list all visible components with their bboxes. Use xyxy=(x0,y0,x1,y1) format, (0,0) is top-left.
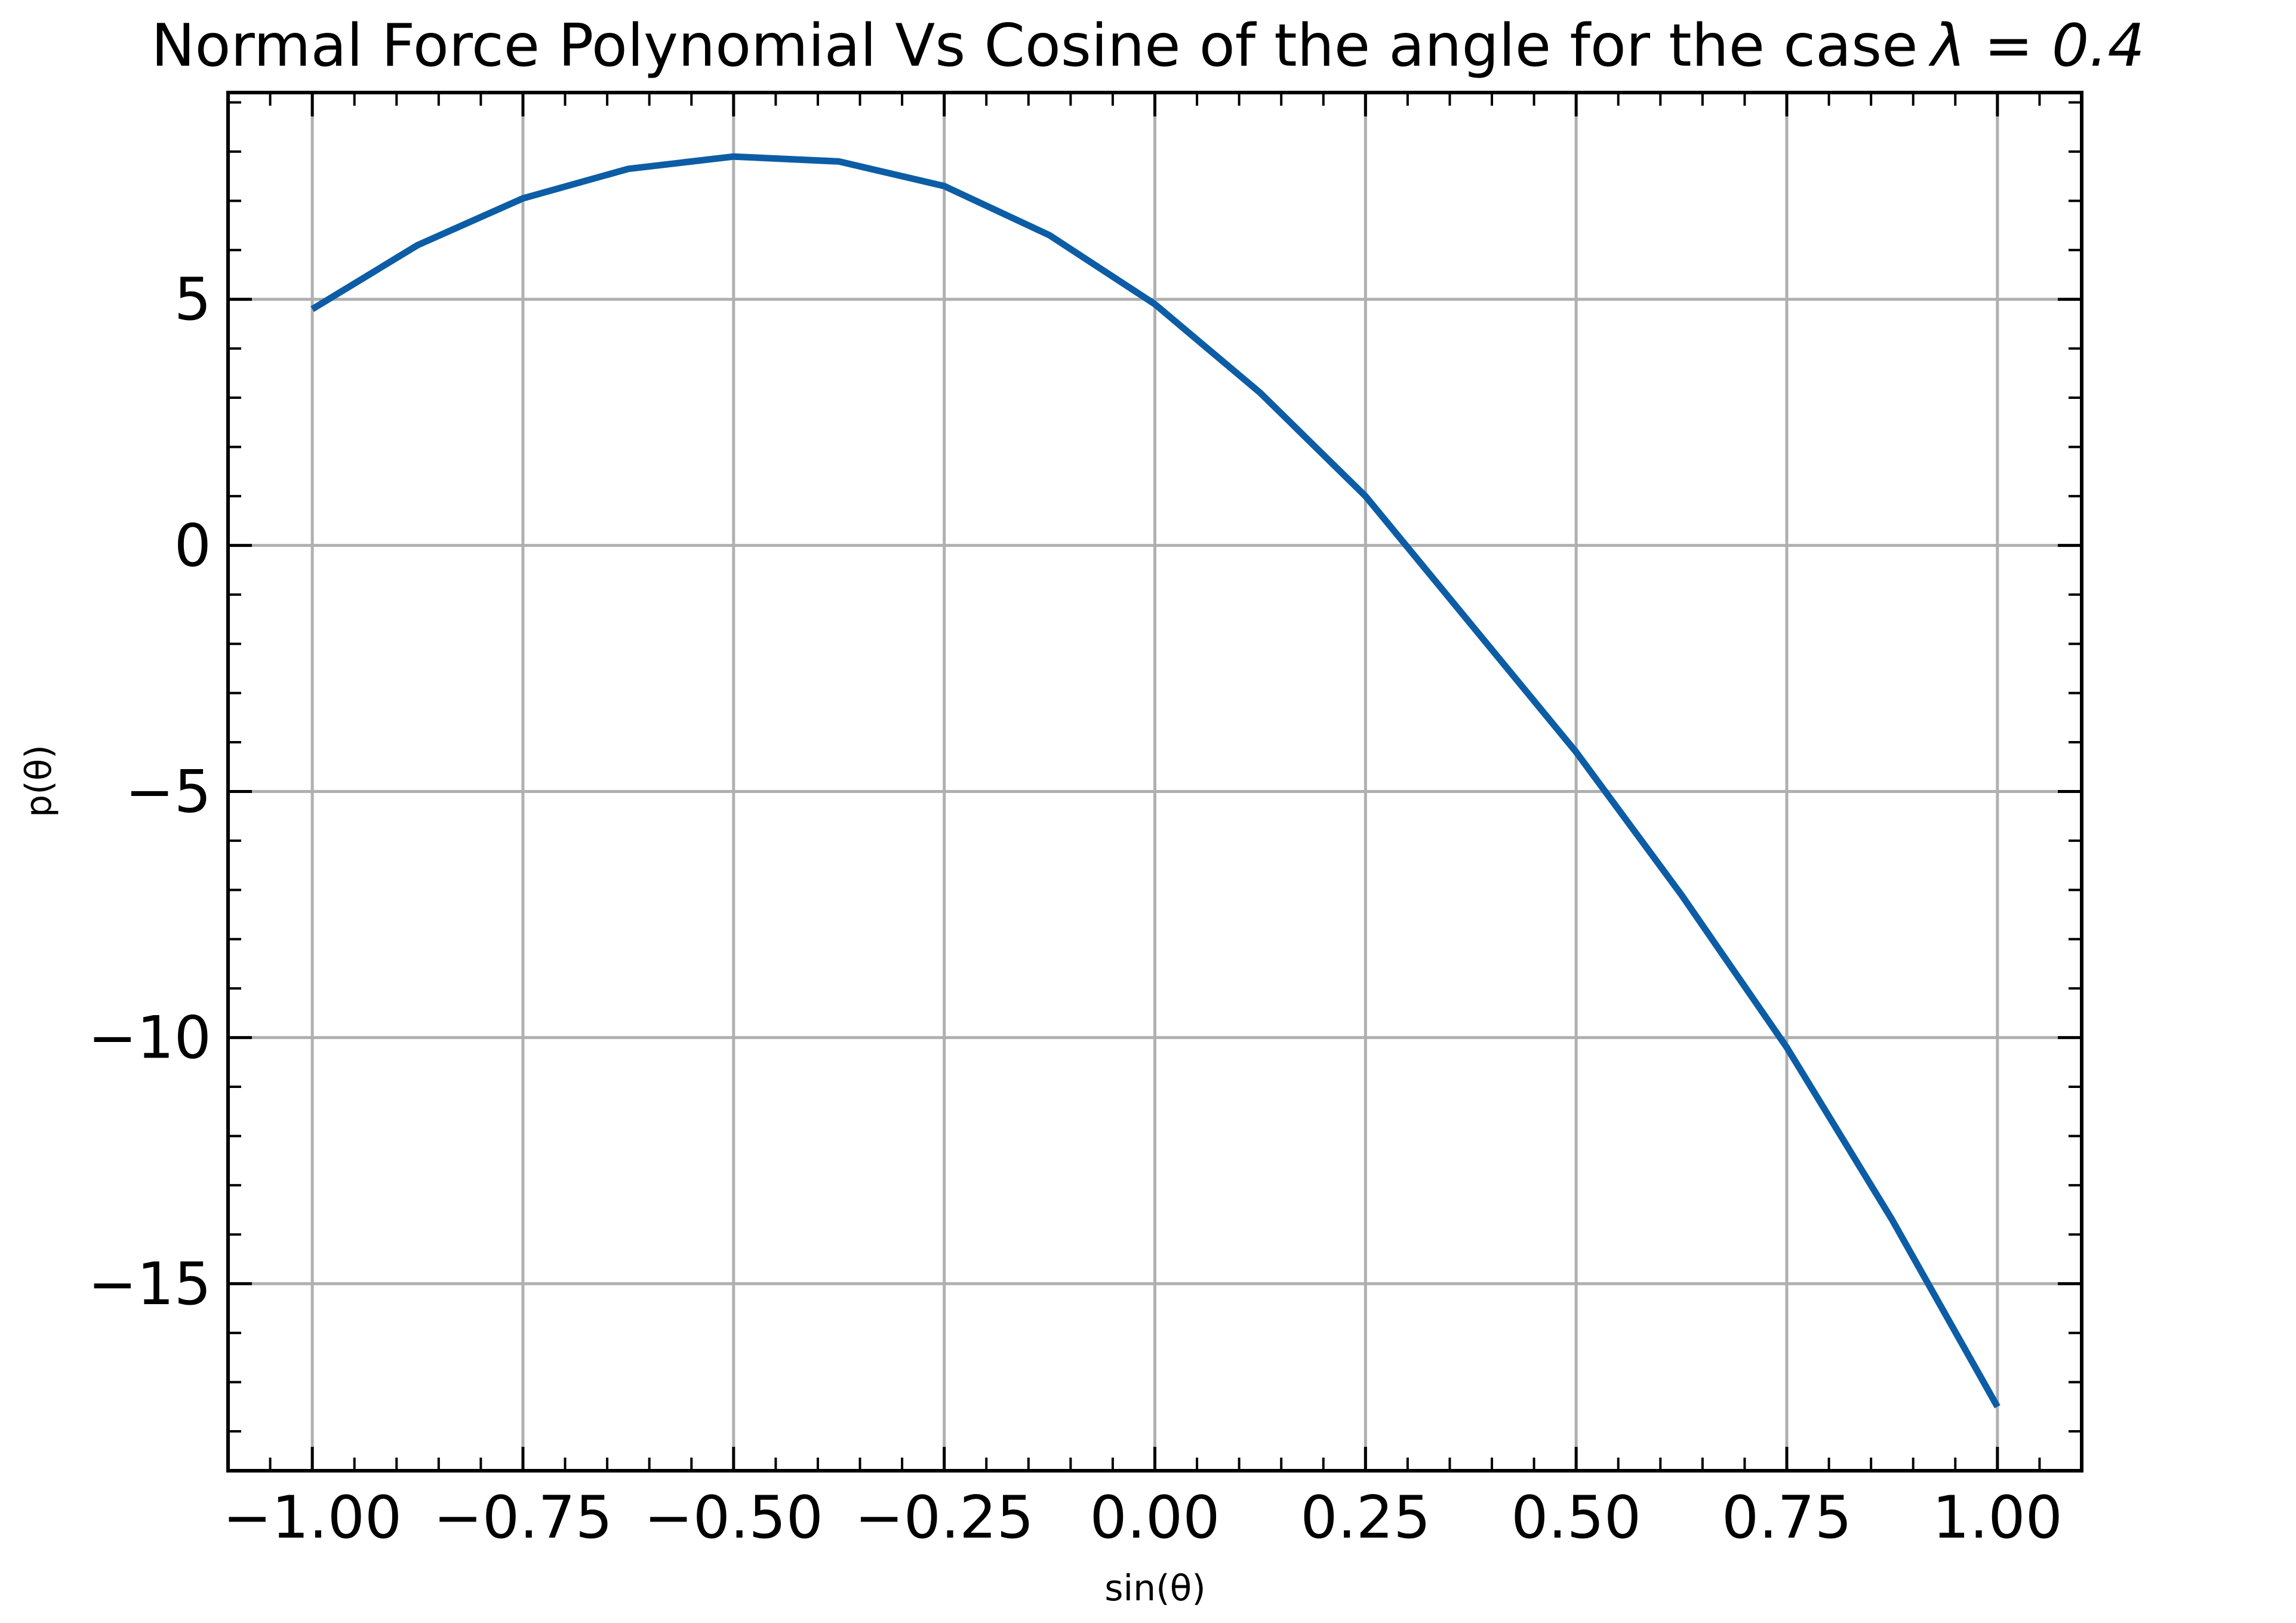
tick-labels: −1.00 −0.75 −0.50 −0.25 0.00 0.25 0.50 0.75 1.00… xyxy=(88,266,2063,1552)
y-axis-label: p(θ) xyxy=(18,745,60,817)
x-tick-label: −0.75 xyxy=(433,1484,613,1552)
x-tick-label: 0.25 xyxy=(1300,1484,1430,1552)
x-tick-label: −0.25 xyxy=(854,1484,1033,1552)
x-tick-label: 0.00 xyxy=(1089,1484,1220,1552)
chart-title-text: Normal Force Polynomial Vs Cosine of the… xyxy=(151,12,1918,80)
x-axis-label: sin(θ) xyxy=(1104,1567,1205,1609)
chart-title: Normal Force Polynomial Vs Cosine of the… xyxy=(151,12,2145,80)
x-tick-label: −0.50 xyxy=(644,1484,823,1552)
axes-frame xyxy=(226,91,2083,1473)
y-tick-label: 5 xyxy=(174,266,211,334)
x-tick-label: 0.50 xyxy=(1511,1484,1641,1552)
y-tick-label: −10 xyxy=(88,1004,211,1072)
chart-title-math: λ = 0.4 xyxy=(1928,12,2145,80)
series-line xyxy=(310,153,2000,1409)
grid xyxy=(228,93,2082,1471)
y-tick-label: 0 xyxy=(174,512,211,580)
y-tick-label: −5 xyxy=(125,758,211,826)
y-tick-label: −15 xyxy=(88,1250,211,1318)
series-layer xyxy=(310,153,2000,1409)
x-tick-label: −1.00 xyxy=(223,1484,402,1552)
x-tick-label: 0.75 xyxy=(1722,1484,1852,1552)
x-tick-label: 1.00 xyxy=(1932,1484,2063,1552)
tick-marks xyxy=(227,93,2083,1471)
